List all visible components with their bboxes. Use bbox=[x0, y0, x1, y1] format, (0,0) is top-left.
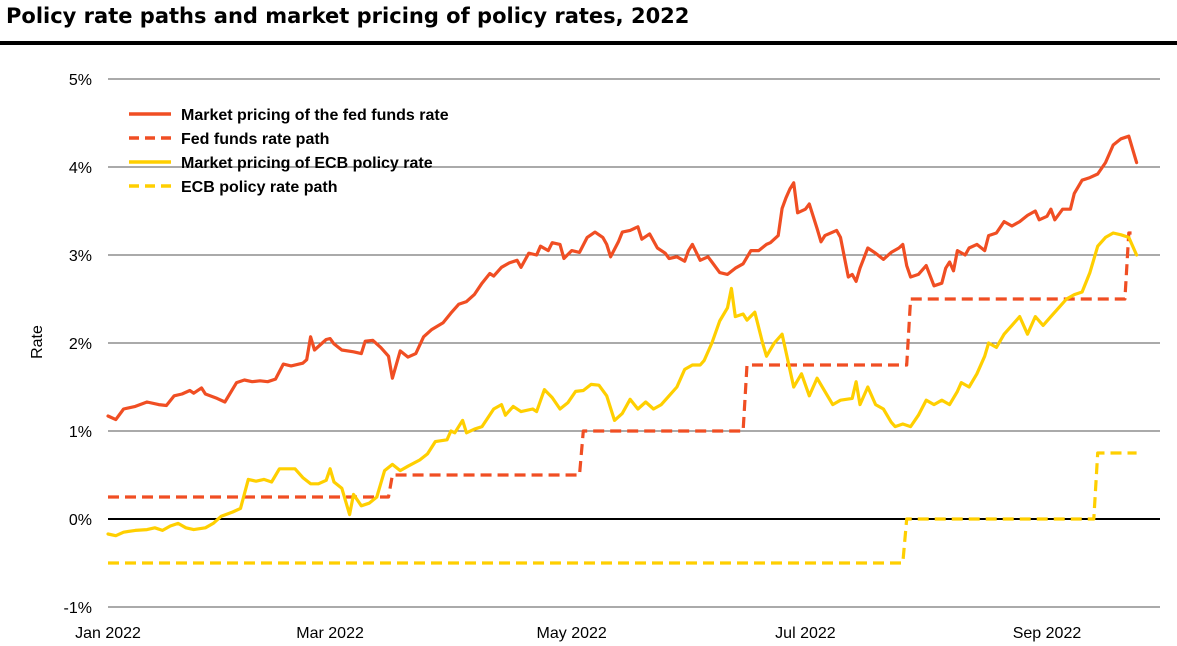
y-tick-label: 5% bbox=[69, 72, 92, 89]
y-axis-label: Rate bbox=[29, 325, 46, 359]
legend-label: ECB policy rate path bbox=[181, 179, 337, 196]
x-axis-tick-labels: Jan 2022 Mar 2022 May 2022 Jul 2022 Sep 2022 bbox=[75, 625, 1081, 642]
x-tick-label: Sep 2022 bbox=[1013, 625, 1082, 642]
y-axis-tick-labels: -1% 0% 1% 2% 3% 4% 5% bbox=[64, 72, 92, 617]
legend-label: Market pricing of the fed funds rate bbox=[181, 107, 449, 124]
y-tick-label: 4% bbox=[69, 160, 92, 177]
y-tick-label: 1% bbox=[69, 424, 92, 441]
x-tick-label: May 2022 bbox=[537, 625, 607, 642]
series-line-fed-funds-rate-path bbox=[108, 231, 1137, 499]
series-line-market-pricing-of-ecb-policy-rate bbox=[106, 231, 1139, 538]
x-tick-label: Jan 2022 bbox=[75, 625, 141, 642]
title-rule bbox=[0, 41, 1177, 45]
y-tick-label: 2% bbox=[69, 336, 92, 353]
legend-label: Fed funds rate path bbox=[181, 131, 329, 148]
legend-label: Market pricing of ECB policy rate bbox=[181, 155, 433, 172]
x-tick-label: Mar 2022 bbox=[296, 625, 364, 642]
y-tick-label: -1% bbox=[64, 600, 92, 617]
series-line-market-pricing-of-the-fed-funds-rate bbox=[106, 134, 1139, 422]
y-tick-label: 0% bbox=[69, 512, 92, 529]
chart-title: Policy rate paths and market pricing of … bbox=[6, 4, 690, 28]
legend: Market pricing of the fed funds rate Fed … bbox=[129, 107, 449, 196]
x-tick-label: Jul 2022 bbox=[775, 625, 836, 642]
gridlines bbox=[108, 78, 1160, 608]
y-tick-label: 3% bbox=[69, 248, 92, 265]
series-lines bbox=[106, 134, 1139, 565]
series-line-ecb-policy-rate-path bbox=[108, 451, 1137, 565]
